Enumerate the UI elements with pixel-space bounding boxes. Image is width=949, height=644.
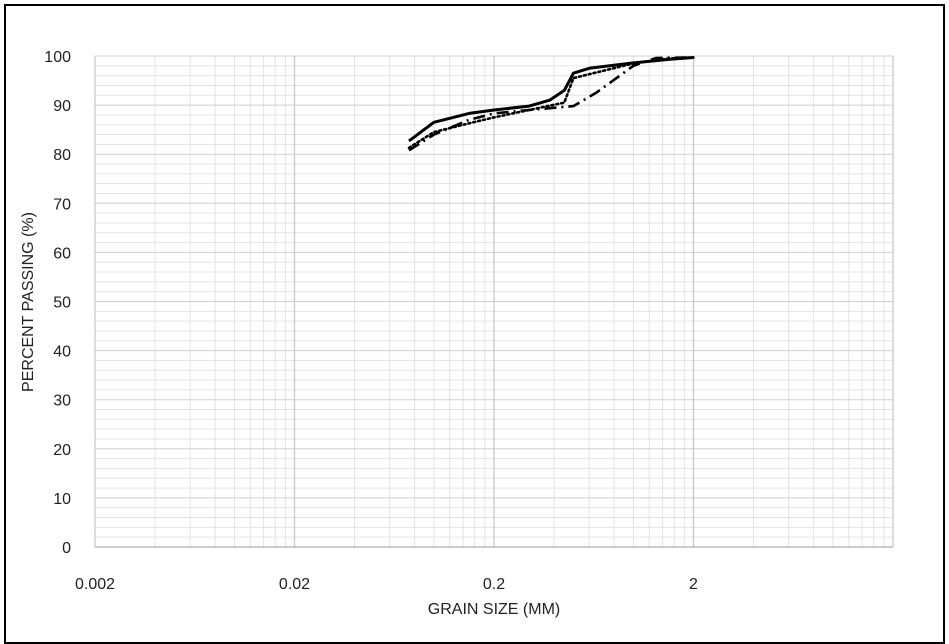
grain-size-chart: 0 10 20 30 40 50 60 70 80 90 100 0.002 0.02 0.2 2 GRA… — [20, 49, 894, 618]
x-tick-label: 0.002 — [75, 576, 115, 593]
y-tick-label: 60 — [53, 245, 71, 262]
y-tick-label: 90 — [53, 98, 71, 115]
y-tick-label: 40 — [53, 344, 71, 361]
x-axis-title: GRAIN SIZE (MM) — [428, 601, 560, 618]
major-gridlines — [94, 55, 894, 547]
y-axis-title: PERCENT PASSING (%) — [20, 212, 37, 392]
y-tick-label: 50 — [53, 295, 71, 312]
y-tick-label: 0 — [62, 540, 71, 557]
x-tick-labels: 0.002 0.02 0.2 2 — [75, 576, 698, 593]
x-tick-label: 0.2 — [483, 576, 505, 593]
y-tick-label: 80 — [53, 147, 71, 164]
y-tick-label: 10 — [53, 491, 71, 508]
y-tick-labels: 0 10 20 30 40 50 60 70 80 90 100 — [44, 49, 71, 557]
y-tick-label: 70 — [53, 196, 71, 213]
y-tick-label: 100 — [44, 49, 71, 66]
x-tick-label: 2 — [689, 576, 698, 593]
y-tick-label: 30 — [53, 393, 71, 410]
x-tick-label: 0.02 — [279, 576, 310, 593]
y-tick-label: 20 — [53, 442, 71, 459]
data-series — [407, 56, 695, 152]
series-line-dash-dot — [408, 56, 694, 152]
